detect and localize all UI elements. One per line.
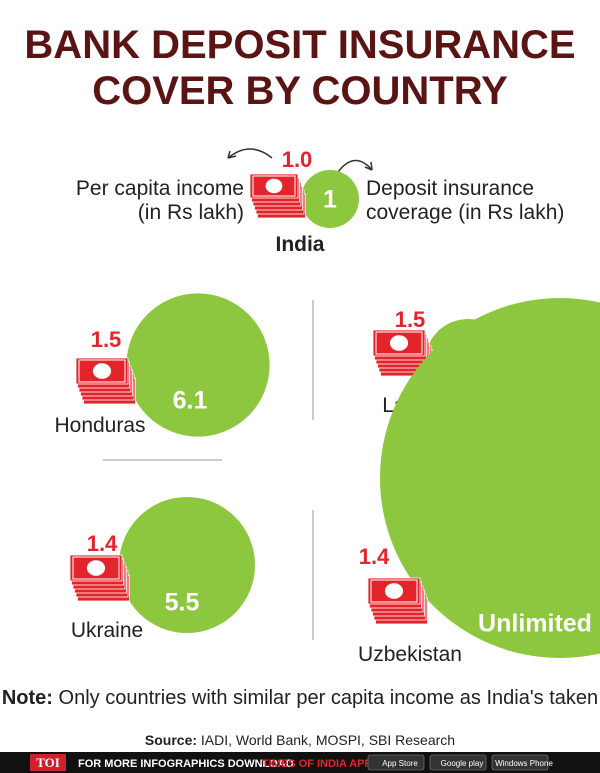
legend-label: Per capita income (76, 177, 244, 200)
bill-border (370, 579, 418, 603)
coverage-circle (118, 496, 256, 634)
legend-label: coverage (in Rs lakh) (366, 201, 564, 224)
income-value: 1.5 (91, 327, 122, 352)
coverage-circle (301, 170, 359, 228)
country: 1.4 Unlimited Uzbekistan (358, 298, 600, 666)
bill-seal (384, 583, 404, 599)
store-badge-label: Google play (441, 759, 484, 768)
footer-text: FOR MORE INFOGRAPHICS DOWNLOAD (78, 758, 294, 770)
money-icon (75, 357, 136, 405)
badges: App Store Google play Windows Phone (367, 754, 553, 771)
arrow-head (364, 161, 373, 171)
coverage-circle (380, 298, 600, 658)
bill-seal (92, 363, 112, 379)
store-badge-label: Windows Phone (495, 759, 553, 768)
money-icon (372, 329, 433, 377)
money-icon (249, 173, 306, 219)
brand-box (30, 754, 66, 771)
country: 1.4 5.5 Ukraine (69, 496, 256, 642)
coverage-circle (126, 293, 270, 437)
brand: TOI (36, 755, 60, 770)
income-value: 1.0 (282, 147, 313, 172)
store-badge (367, 754, 425, 771)
arrow-head (227, 150, 237, 159)
bill-border (252, 175, 296, 197)
store-badge-label: App Store (382, 759, 418, 768)
arrow (337, 159, 373, 173)
country-name: Uzbekistan (358, 643, 462, 666)
income-value: 1.4 (87, 531, 118, 556)
coverage-value: 5.5 (165, 589, 200, 617)
coverage-value: 6.1 (173, 387, 208, 415)
income-value: 1.4 (359, 544, 390, 569)
legend-country: India (275, 233, 324, 256)
bill-seal (389, 335, 409, 351)
coverage-value: 1 (323, 186, 337, 214)
legend-label: (in Rs lakh) (138, 201, 244, 224)
bill-seal (265, 178, 283, 194)
note: Note: Only countries with similar per ca… (2, 687, 598, 709)
country-name: Ukraine (71, 619, 143, 642)
legend: 1.0 Per capita income (in Rs lakh) Depos… (76, 147, 565, 256)
arrow (227, 148, 273, 159)
source-label: Source: (145, 732, 197, 748)
legend-label: Deposit insurance (366, 177, 534, 200)
bill-seal (86, 560, 106, 576)
note-text: Only countries with similar per capita i… (59, 687, 599, 709)
income-value: 1.5 (395, 307, 426, 332)
bill-border (72, 556, 120, 580)
note-label: Note: (2, 687, 53, 709)
bill-border (375, 331, 423, 355)
money-icon (69, 554, 130, 602)
title-line: BANK DEPOSIT INSURANCE (24, 23, 575, 67)
store-badge (491, 754, 549, 771)
source-text: IADI, World Bank, MOSPI, SBI Research (201, 732, 455, 748)
footer-app: TIMES OF INDIA APP (262, 758, 372, 770)
country-name: Honduras (54, 414, 145, 437)
title-line: COVER BY COUNTRY (92, 69, 508, 113)
store-badge (429, 754, 487, 771)
countries: 1.56.1Honduras1.52.2Laos1.45.5Ukraine1.4… (54, 293, 600, 666)
money-icon (367, 577, 428, 625)
bill-border (78, 359, 126, 383)
coverage-value: Unlimited (478, 610, 592, 638)
country: 1.5 6.1 Honduras (54, 293, 270, 437)
source: Source: IADI, World Bank, MOSPI, SBI Res… (145, 732, 455, 748)
